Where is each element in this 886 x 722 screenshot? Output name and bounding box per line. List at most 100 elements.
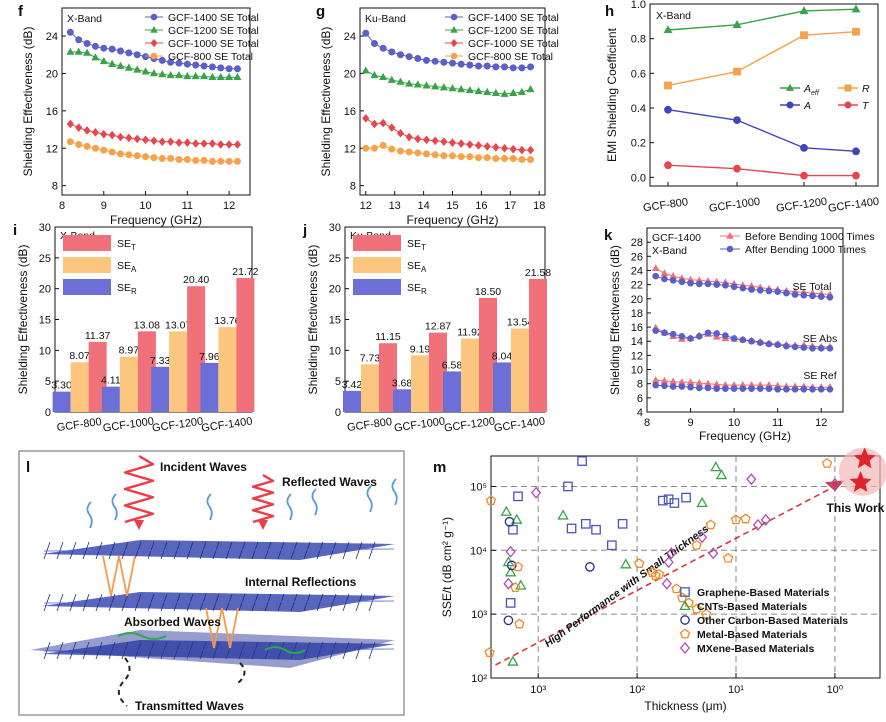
data-point: [91, 144, 99, 152]
series-line: [667, 8, 857, 31]
x-tick-label: GCF-1000: [393, 416, 446, 435]
bar: [411, 355, 429, 412]
data-point: [681, 492, 691, 503]
y-axis-label: EMI Shielding Coefficient: [605, 27, 619, 162]
legend-marker: [150, 25, 158, 33]
legend-subscript: R: [131, 287, 137, 296]
legend-label: GCF-1400 SE Total: [468, 12, 559, 24]
bar: [236, 278, 255, 412]
data-point: [739, 336, 747, 344]
bar: [70, 362, 89, 412]
y-tick-label: 8: [52, 181, 58, 193]
incident-wave-1-arrowhead: [134, 520, 144, 530]
y-tick-label: 8: [350, 181, 356, 193]
data-point: [657, 495, 668, 506]
data-point: [200, 139, 208, 148]
panel-letter: m: [433, 459, 446, 476]
y-tick-label: 24: [631, 265, 643, 277]
series-2: [503, 516, 595, 626]
bar-value-label: 9.19: [410, 343, 431, 355]
legend-subscript: T: [421, 243, 426, 252]
y-tick-label: 30: [329, 222, 341, 234]
bar: [493, 362, 511, 412]
data-point: [585, 562, 595, 572]
data-point: [652, 381, 660, 389]
transmitted-waves-label: Transmitted Waves: [135, 699, 244, 713]
lattice-line: [316, 593, 324, 612]
data-point: [647, 567, 658, 577]
data-point: [440, 137, 448, 147]
y-tick-label: 25: [39, 253, 51, 265]
data-point: [83, 48, 92, 56]
data-point: [852, 147, 860, 156]
data-point: [518, 64, 526, 72]
data-point: [166, 71, 175, 79]
y-tick-label: 12: [46, 143, 58, 155]
data-point: [192, 139, 200, 148]
x-tick-label: 9: [687, 417, 693, 429]
data-point: [466, 153, 474, 161]
data-point: [83, 142, 91, 150]
x-tick-label: GCF-1200: [151, 416, 204, 435]
x-tick-label: GCF-1400: [201, 416, 254, 435]
data-point: [396, 51, 404, 59]
legend-label: SET: [117, 238, 136, 252]
data-point: [133, 65, 142, 73]
data-point: [116, 61, 125, 69]
data-point: [142, 53, 150, 61]
data-point: [512, 561, 524, 572]
plot-frame: [646, 227, 844, 413]
lattice-line: [199, 541, 207, 560]
data-point: [466, 140, 474, 149]
data-point: [666, 547, 677, 560]
panel-m: m 10³ 10² 10¹ 10⁰ 10² 10³ 10⁴ 10⁵ Thickness (μm) S…: [433, 447, 886, 713]
data-point: [527, 63, 535, 71]
data-point: [617, 518, 628, 529]
legend-marker: [786, 101, 794, 109]
panel-i: 0 5 10 15 20 25 30 Shielding Effectiveness (dB)…: [13, 222, 259, 435]
data-point: [448, 138, 457, 147]
legend-label: Graphene-Based Materials: [697, 587, 830, 599]
transmitted-wave-2: [237, 662, 246, 684]
y-tick-label: 0: [335, 407, 341, 419]
data-point: [133, 152, 141, 160]
data-point: [518, 155, 526, 163]
data-point: [756, 385, 764, 392]
y-tick-label: 0.0: [631, 172, 646, 184]
data-point: [817, 345, 825, 352]
legend-label: MXene-Based Materials: [697, 643, 814, 655]
lattice-line: [277, 593, 285, 612]
data-point: [431, 136, 439, 146]
bar: [393, 389, 411, 412]
legend-marker: [680, 587, 690, 597]
lattice-line: [316, 541, 324, 560]
data-point: [756, 339, 764, 346]
data-point: [149, 69, 158, 77]
data-point: [396, 77, 405, 85]
data-point: [513, 491, 523, 502]
data-point: [414, 134, 422, 144]
data-point: [563, 481, 573, 492]
legend-marker: [450, 13, 458, 21]
bar: [511, 328, 529, 412]
data-point: [175, 59, 183, 67]
data-point: [405, 53, 413, 61]
data-point: [422, 150, 430, 158]
data-point: [66, 28, 74, 36]
data-point: [116, 150, 124, 158]
data-point: [760, 513, 771, 526]
plot-frame: [490, 455, 881, 679]
data-point: [517, 87, 526, 96]
bar-value-label: 18.50: [475, 286, 501, 298]
series-line: [667, 164, 856, 177]
band-tag: X-Band: [656, 10, 691, 22]
incident-waves-label: Incident Waves: [160, 460, 247, 474]
data-point: [370, 119, 379, 129]
data-point: [150, 154, 158, 162]
y-axis-label: Shielding Effectiveness (dB): [608, 245, 622, 395]
data-point: [591, 524, 601, 535]
legend-label: Aeff: [803, 83, 820, 97]
data-point: [108, 148, 116, 156]
lattice-line: [43, 541, 51, 560]
lattice-line: [368, 541, 376, 560]
